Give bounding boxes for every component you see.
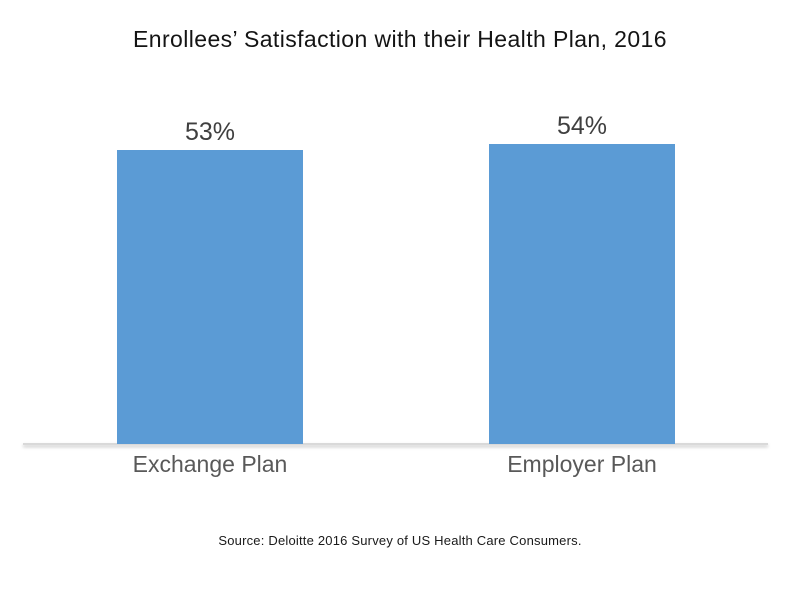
x-axis-line [23, 443, 768, 445]
bar [117, 150, 303, 444]
bar-group: 53% [117, 117, 303, 444]
x-axis-category-label: Exchange Plan [132, 451, 288, 477]
bar [489, 144, 675, 444]
x-axis-category-label: Employer Plan [507, 451, 657, 477]
source-note: Source: Deloitte 2016 Survey of US Healt… [218, 533, 582, 548]
bar-value-label: 54% [556, 112, 608, 140]
chart-title: Enrollees’ Satisfaction with their Healt… [133, 26, 667, 52]
bar-group: 54% [489, 111, 675, 444]
bar-value-label: 53% [184, 118, 236, 146]
